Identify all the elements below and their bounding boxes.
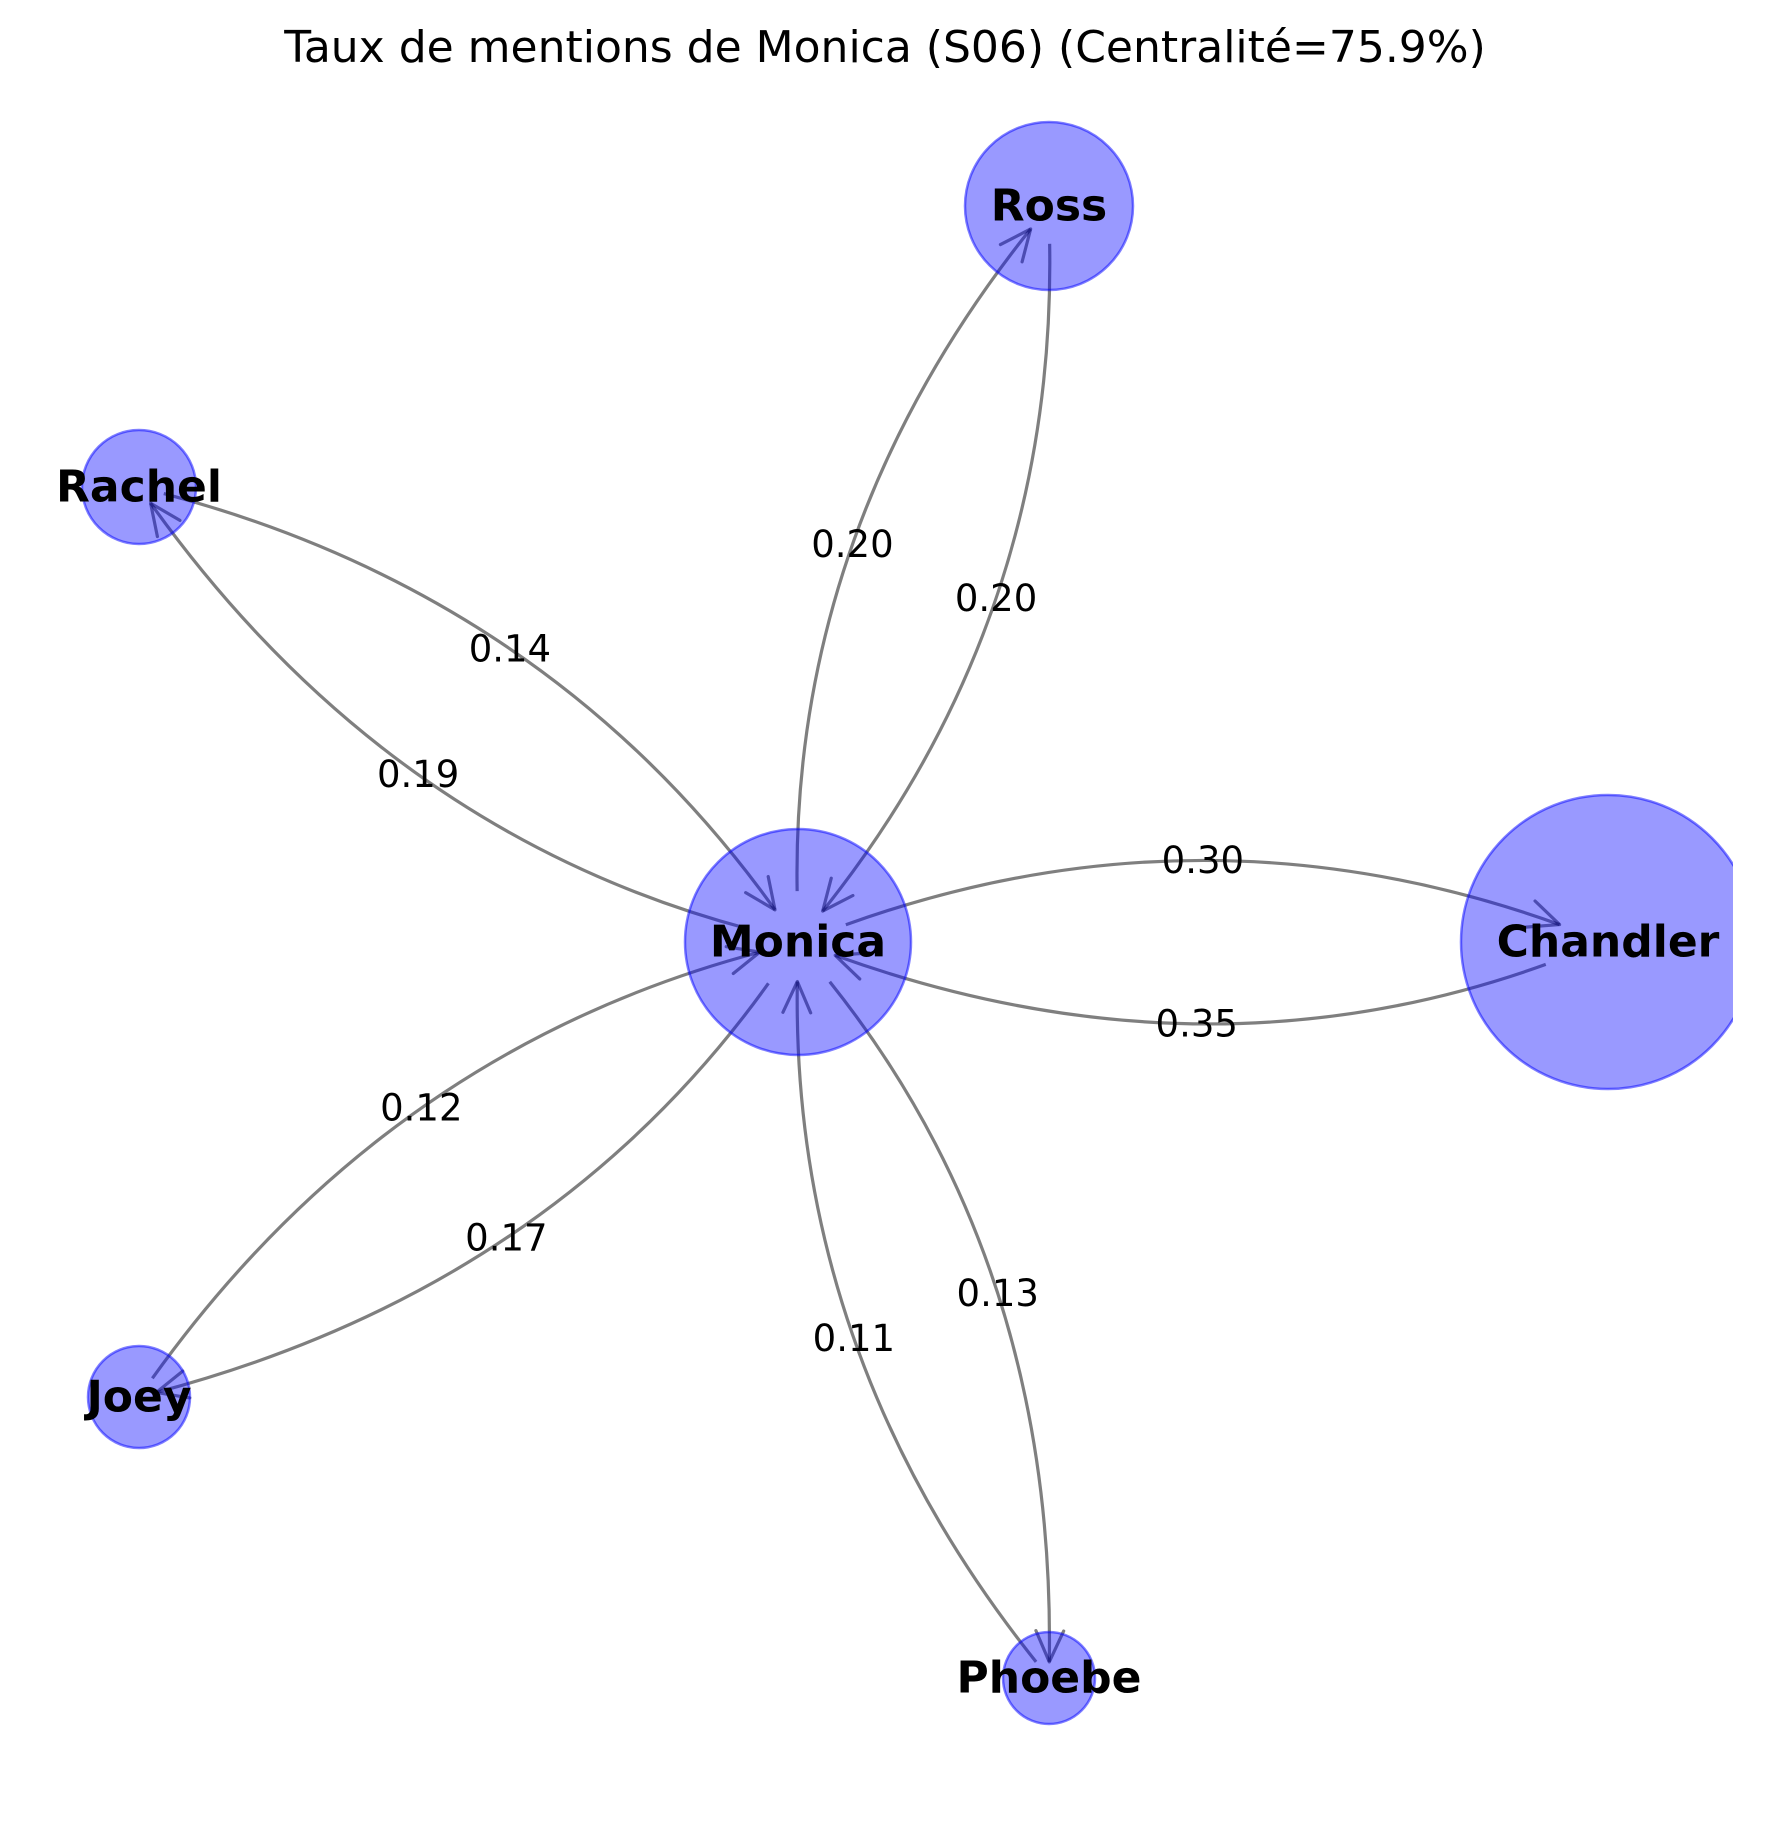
edge-monica-to-chandler-label: 0.30	[1162, 839, 1244, 882]
node-label-monica: Monica	[710, 917, 886, 968]
edge-chandler-to-monica	[834, 953, 1547, 1026]
edge-monica-to-rachel-arrowhead	[149, 501, 182, 539]
edge-joey-to-monica-label: 0.12	[380, 1087, 462, 1130]
edge-phoebe-to-monica	[795, 981, 1038, 1663]
edge-monica-to-phoebe-label: 0.13	[957, 1272, 1039, 1315]
edge-monica-to-joey-arrowhead	[154, 1369, 192, 1400]
nodes-layer	[80, 120, 1733, 1726]
node-label-ross: Ross	[991, 181, 1108, 232]
edge-monica-to-joey-label: 0.17	[465, 1217, 547, 1260]
node-label-chandler: Chandler	[1497, 917, 1720, 968]
edge-monica-to-rachel-label: 0.19	[377, 753, 459, 796]
edge-monica-to-ross-arrowhead	[998, 227, 1033, 264]
edge-phoebe-to-monica-label: 0.11	[813, 1317, 895, 1360]
page-title: Taux de mentions de Monica (S06) (Centra…	[284, 22, 1486, 73]
node-label-phoebe: Phoebe	[957, 1653, 1142, 1704]
edges-layer	[149, 227, 1562, 1664]
node-rachel	[80, 428, 198, 546]
node-joey	[86, 1344, 192, 1450]
edge-monica-to-ross-label: 0.20	[811, 523, 893, 566]
node-labels-layer: Monica Ross Rachel Chandler Joey Phoebe	[56, 181, 1720, 1704]
edge-ross-to-monica	[821, 243, 1052, 913]
node-ross	[963, 120, 1135, 292]
node-phoebe	[1001, 1630, 1097, 1726]
edge-chandler-to-monica-arrowhead	[833, 951, 871, 981]
edge-monica-to-chandler	[845, 858, 1561, 927]
edge-monica-to-rachel	[149, 502, 750, 931]
edge-phoebe-to-monica-arrowhead	[781, 979, 813, 1015]
edge-ross-to-monica-arrowhead	[821, 876, 855, 913]
edge-ross-to-monica-label: 0.20	[955, 577, 1037, 620]
node-monica	[683, 827, 913, 1057]
edge-joey-to-monica-arrowhead	[724, 945, 762, 976]
edge-rachel-to-monica-label: 0.14	[469, 627, 551, 670]
node-label-rachel: Rachel	[56, 462, 222, 513]
node-label-joey: Joey	[83, 1372, 191, 1423]
edge-monica-to-phoebe-arrowhead	[1034, 1629, 1066, 1664]
edge-monica-to-ross	[795, 227, 1032, 892]
edge-rachel-to-monica	[163, 492, 777, 911]
edge-chandler-to-monica-label: 0.35	[1156, 1002, 1238, 1045]
edge-labels-layer: 0.20 0.20 0.19 0.14 0.30 0.35 0.17 0.12 0.13 0.11	[377, 523, 1244, 1360]
edge-joey-to-monica	[151, 950, 761, 1380]
edge-rachel-to-monica-arrowhead	[744, 874, 777, 912]
edge-monica-to-phoebe	[828, 980, 1052, 1662]
node-chandler	[1459, 793, 1733, 1091]
edge-monica-to-joey	[155, 982, 770, 1394]
edge-monica-to-chandler-arrowhead	[1524, 899, 1562, 929]
